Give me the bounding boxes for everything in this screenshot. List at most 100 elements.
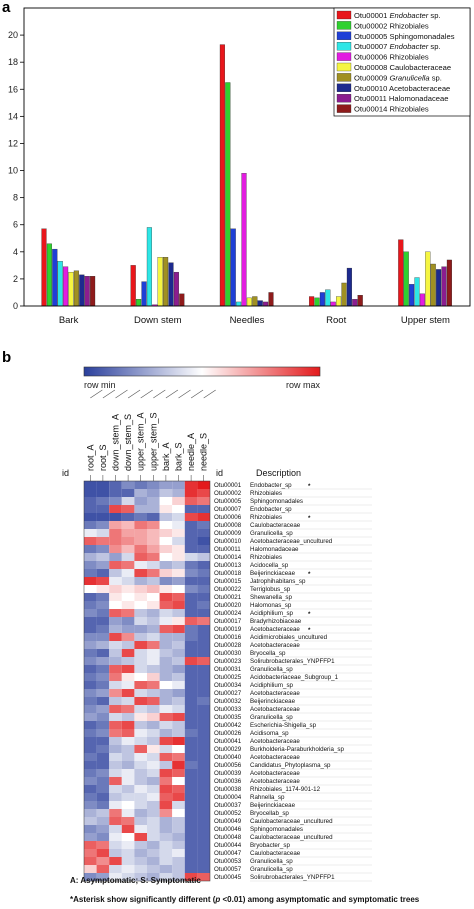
- row-id: Otu00048: [214, 834, 242, 841]
- legend-swatch: [336, 21, 352, 30]
- heatmap-cell: [197, 825, 210, 833]
- heatmap-cell: [109, 769, 122, 777]
- heatmap-cell: [121, 513, 135, 521]
- heatmap-cell: [134, 825, 147, 833]
- heatmap-cell: [172, 673, 185, 681]
- heatmap-cell: [84, 505, 97, 513]
- heatmap-cell: [134, 633, 147, 641]
- heatmap-cell: [109, 601, 122, 609]
- heatmap-cell: [184, 585, 198, 593]
- heatmap-cell: [121, 481, 135, 489]
- heatmap-cell: [159, 601, 173, 609]
- heatmap-cell: [109, 793, 122, 801]
- bar-Otu00001-needles: [219, 44, 225, 307]
- bar-Otu00006-root: [330, 301, 336, 307]
- row-id: Otu00053: [214, 858, 242, 865]
- heatmap-cell: [121, 553, 135, 561]
- heatmap-cell: [109, 713, 122, 721]
- legend-swatch: [336, 52, 352, 61]
- column-tree-branch: [203, 389, 216, 399]
- heatmap-cell: [184, 665, 198, 673]
- row-description: Solirubrobacterales_YNPFFP1: [250, 658, 335, 665]
- heatmap-cell: [147, 657, 160, 665]
- heatmap-cell: [172, 729, 185, 737]
- heatmap-cell: [197, 513, 210, 521]
- heatmap-cell: [134, 537, 147, 545]
- row-description: Endobacter_sp: [250, 482, 292, 489]
- bar-Otu00011-root: [352, 299, 358, 307]
- heatmap-cell: [172, 761, 185, 769]
- heatmap-cell: [84, 681, 97, 689]
- heatmap-cell: [197, 697, 210, 705]
- heatmap-cell: [84, 553, 97, 561]
- heatmap-cell: [96, 721, 110, 729]
- heatmap-column-label: needle_A: [186, 433, 196, 471]
- heatmap-cell: [134, 857, 147, 865]
- heatmap-cell: [147, 809, 160, 817]
- row-id: Otu00023: [214, 658, 242, 665]
- heatmap-cell: [96, 625, 110, 633]
- row-id: Otu00013: [214, 562, 242, 569]
- row-id: Otu00017: [214, 618, 242, 625]
- heatmap-cell: [197, 777, 210, 785]
- heatmap-cell: [121, 649, 135, 657]
- heatmap-cell: [197, 609, 210, 617]
- heatmap-cell: [96, 505, 110, 513]
- bar-Otu00006-bark: [63, 266, 69, 307]
- row-description: Candidatus_Phytoplasma_sp: [250, 762, 331, 769]
- heatmap-cell: [197, 641, 210, 649]
- heatmap-cell: [159, 489, 173, 497]
- heatmap-cell: [84, 705, 97, 713]
- heatmap-cell: [172, 625, 185, 633]
- heatmap-cell: [184, 737, 198, 745]
- bar-Otu00014-upper-stem: [446, 259, 452, 307]
- heatmap-cell: [172, 857, 185, 865]
- heatmap-cell: [96, 513, 110, 521]
- heatmap-cell: [197, 505, 210, 513]
- row-description: Rhizobiales_1174-901-12: [250, 786, 321, 793]
- heatmap-cell: [197, 873, 210, 881]
- bar-Otu00009-bark: [73, 270, 79, 307]
- heatmap-cell: [109, 705, 122, 713]
- row-id: Otu00010: [214, 538, 242, 545]
- heatmap-cell: [159, 705, 173, 713]
- row-description: Jatrophihabitans_sp: [250, 578, 306, 585]
- heatmap-cell: [197, 721, 210, 729]
- heatmap-cell: [147, 761, 160, 769]
- heatmap-cell: [121, 641, 135, 649]
- heatmap-cell: [159, 545, 173, 553]
- heatmap-column-label: down_stem_A: [111, 414, 121, 471]
- heatmap-cell: [121, 849, 135, 857]
- bar-legend: Otu00001 Endobacter sp.Otu00002 Rhizobia…: [333, 7, 471, 117]
- bar-Otu00005-down-stem: [141, 281, 147, 307]
- row-id: Otu00031: [214, 666, 242, 673]
- column-tree-branch: [102, 389, 116, 399]
- heatmap-cell: [147, 713, 160, 721]
- row-description: Caulobacteraceae_uncultured: [250, 834, 333, 841]
- heatmap-cell: [109, 873, 122, 881]
- bar-Otu00005-upper-stem: [409, 284, 415, 307]
- heatmap-cell: [172, 561, 185, 569]
- heatmap-id-header: id: [62, 468, 69, 478]
- heatmap-cell: [172, 633, 185, 641]
- heatmap-cell: [184, 513, 198, 521]
- heatmap-cell: [109, 641, 122, 649]
- heatmap-cell: [121, 689, 135, 697]
- heatmap-cell: [172, 681, 185, 689]
- heatmap-cell: [172, 865, 185, 873]
- bar-Otu00002-bark: [46, 243, 52, 307]
- heatmap-cell: [197, 681, 210, 689]
- heatmap-cell: [159, 481, 173, 489]
- heatmap-cell: [184, 689, 198, 697]
- heatmap-cell: [121, 665, 135, 673]
- heatmap-cell: [197, 729, 210, 737]
- heatmap-cell: [184, 753, 198, 761]
- heatmap-cell: [121, 593, 135, 601]
- heatmap-cell: [121, 577, 135, 585]
- heatmap-cell: [184, 705, 198, 713]
- heatmap-cell: [84, 649, 97, 657]
- heatmap-cell: [197, 625, 210, 633]
- y-tick-label: 14: [8, 111, 18, 121]
- heatmap-cell: [172, 873, 185, 881]
- heatmap-cell: [109, 481, 122, 489]
